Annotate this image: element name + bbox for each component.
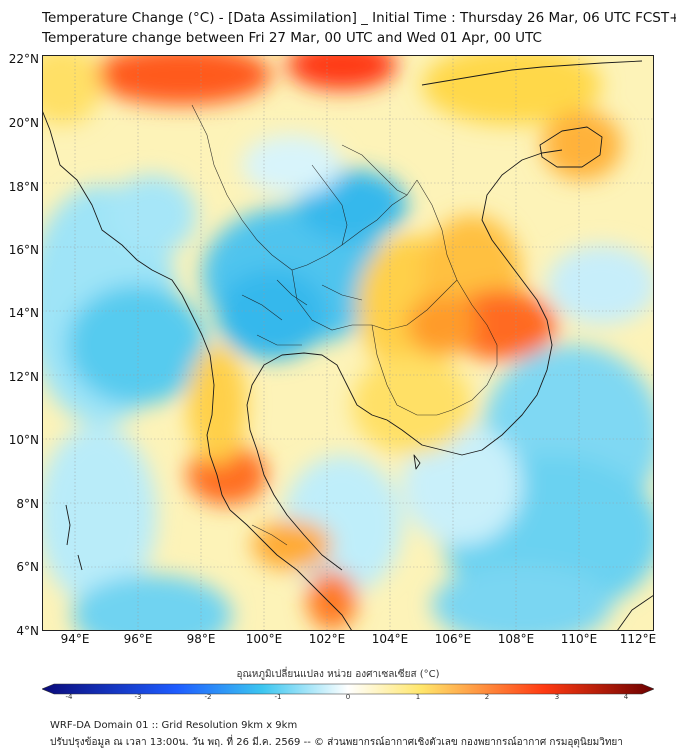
lon-label-94e: 94°E bbox=[60, 632, 90, 646]
lat-label-20n: 20°N bbox=[8, 116, 39, 130]
map-title: Temperature Change (°C) - [Data Assimila… bbox=[42, 10, 676, 26]
lat-label-8n: 8°N bbox=[16, 497, 39, 511]
colorbar-tick: 1 bbox=[415, 693, 421, 701]
lon-label-106e: 106°E bbox=[434, 632, 472, 646]
lat-label-16n: 16°N bbox=[8, 243, 39, 257]
lat-label-12n: 12°N bbox=[8, 370, 39, 384]
colorbar-tick: 4 bbox=[623, 693, 629, 701]
temperature-change-map bbox=[42, 55, 654, 631]
colorbar-tick: 2 bbox=[484, 693, 490, 701]
lon-label-112e: 112°E bbox=[619, 632, 657, 646]
lon-label-102e: 102°E bbox=[308, 632, 346, 646]
colorbar-tick: -1 bbox=[274, 693, 282, 701]
lon-label-110e: 110°E bbox=[560, 632, 598, 646]
colorbar-tick: -4 bbox=[65, 693, 73, 701]
map-subtitle: Temperature change between Fri 27 Mar, 0… bbox=[42, 30, 542, 46]
colorbar-tick: -2 bbox=[204, 693, 212, 701]
lat-label-6n: 6°N bbox=[16, 560, 39, 574]
update-credit: ปรับปรุงข้อมูล ณ เวลา 13:00น. วัน พฤ. ที… bbox=[50, 737, 623, 748]
colorbar-title: อุณหภูมิเปลี่ยนแปลง หน่วย องศาเซลเซียส (… bbox=[236, 669, 440, 680]
lat-label-4n: 4°N bbox=[16, 624, 39, 638]
lon-label-98e: 98°E bbox=[186, 632, 216, 646]
lat-label-10n: 10°N bbox=[8, 433, 39, 447]
lat-label-14n: 14°N bbox=[8, 306, 39, 320]
lon-label-104e: 104°E bbox=[371, 632, 409, 646]
colorbar-tick: -3 bbox=[134, 693, 142, 701]
model-info: WRF-DA Domain 01 :: Grid Resolution 9km … bbox=[50, 720, 298, 731]
lon-label-108e: 108°E bbox=[497, 632, 535, 646]
lon-label-96e: 96°E bbox=[123, 632, 153, 646]
colorbar-tick: 3 bbox=[554, 693, 560, 701]
colorbar-tick: 0 bbox=[345, 693, 351, 701]
lat-label-18n: 18°N bbox=[8, 180, 39, 194]
lon-label-100e: 100°E bbox=[245, 632, 283, 646]
lat-label-22n: 22°N bbox=[8, 52, 39, 66]
